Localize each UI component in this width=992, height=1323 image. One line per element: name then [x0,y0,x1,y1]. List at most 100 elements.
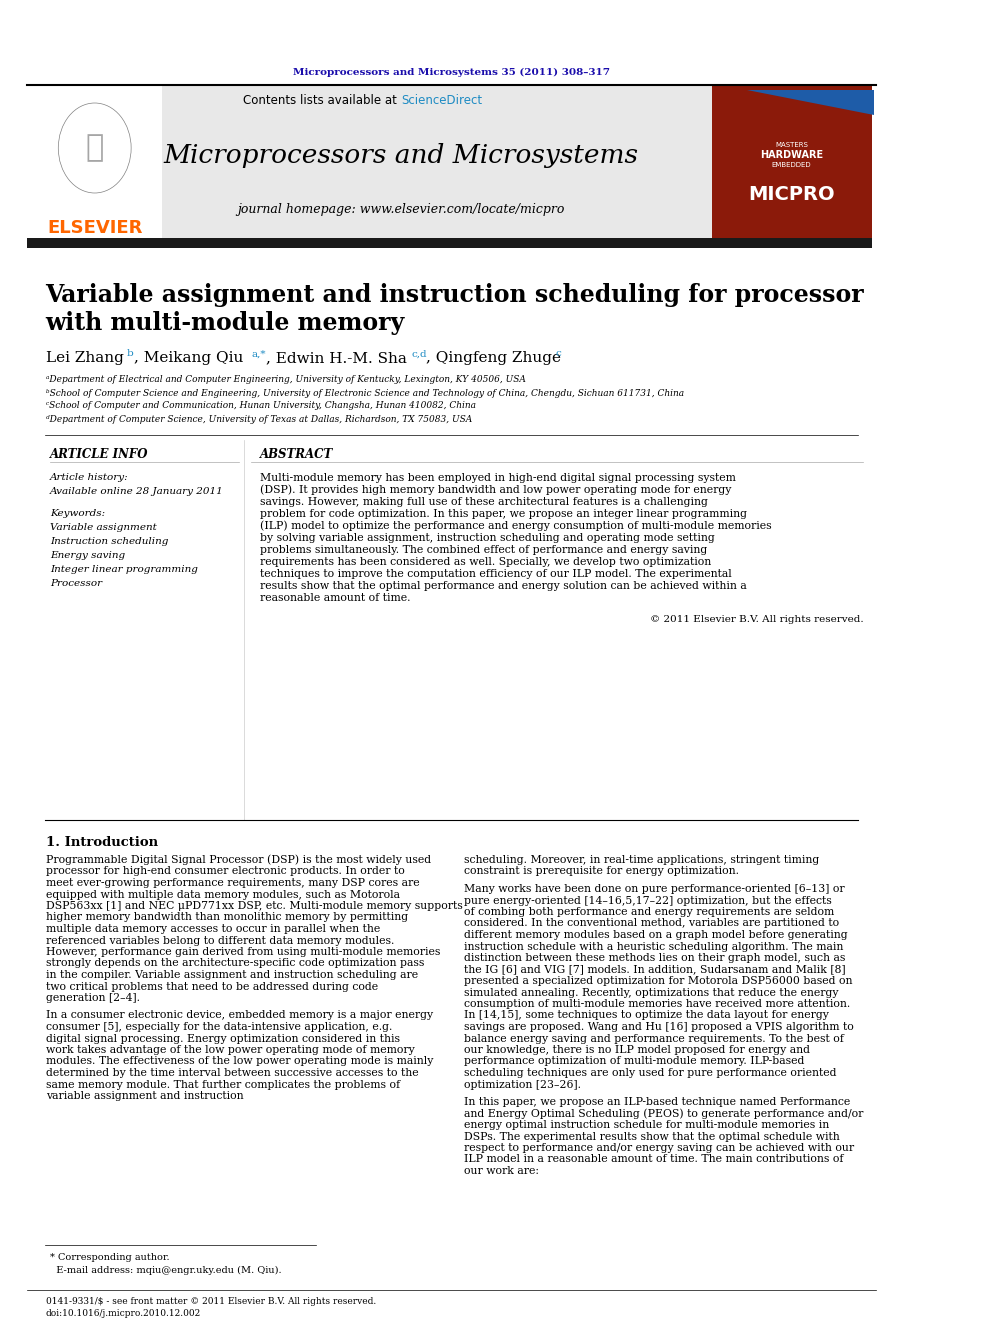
Text: problems simultaneously. The combined effect of performance and energy saving: problems simultaneously. The combined ef… [260,545,707,556]
Text: Contents lists available at: Contents lists available at [243,94,401,106]
Text: digital signal processing. Energy optimization considered in this: digital signal processing. Energy optimi… [46,1033,400,1044]
Text: by solving variable assignment, instruction scheduling and operating mode settin: by solving variable assignment, instruct… [260,533,714,542]
Text: , Qingfeng Zhuge: , Qingfeng Zhuge [427,351,561,365]
Text: Available online 28 January 2011: Available online 28 January 2011 [50,487,224,496]
Text: savings are proposed. Wang and Hu [16] proposed a VPIS algorithm to: savings are proposed. Wang and Hu [16] p… [464,1021,854,1032]
Text: results show that the optimal performance and energy solution can be achieved wi: results show that the optimal performanc… [260,581,746,591]
Text: considered. In the conventional method, variables are partitioned to: considered. In the conventional method, … [464,918,839,929]
Text: balance energy saving and performance requirements. To the best of: balance energy saving and performance re… [464,1033,844,1044]
Text: with multi-module memory: with multi-module memory [46,311,405,335]
Text: multiple data memory accesses to occur in parallel when the: multiple data memory accesses to occur i… [46,923,380,934]
Text: ScienceDirect: ScienceDirect [402,94,483,106]
Text: However, performance gain derived from using multi-module memories: However, performance gain derived from u… [46,947,439,957]
Text: ᶜSchool of Computer and Communication, Hunan University, Changsha, Hunan 410082,: ᶜSchool of Computer and Communication, H… [46,401,475,410]
Text: In a consumer electronic device, embedded memory is a major energy: In a consumer electronic device, embedde… [46,1011,433,1020]
Text: consumer [5], especially for the data-intensive application, e.g.: consumer [5], especially for the data-in… [46,1021,392,1032]
Text: referenced variables belong to different data memory modules.: referenced variables belong to different… [46,935,394,946]
Text: our knowledge, there is no ILP model proposed for energy and: our knowledge, there is no ILP model pro… [464,1045,810,1054]
Text: reasonable amount of time.: reasonable amount of time. [260,593,410,603]
Text: optimization [23–26].: optimization [23–26]. [464,1080,581,1090]
Text: b: b [127,349,133,359]
Text: the IG [6] and VIG [7] models. In addition, Sudarsanam and Malik [8]: the IG [6] and VIG [7] models. In additi… [464,964,846,975]
Text: DSPs. The experimental results show that the optimal schedule with: DSPs. The experimental results show that… [464,1131,840,1142]
Text: HARDWARE: HARDWARE [760,149,823,160]
Text: variable assignment and instruction: variable assignment and instruction [46,1091,243,1101]
Text: Energy saving: Energy saving [50,552,125,561]
Text: Variable assignment and instruction scheduling for processor: Variable assignment and instruction sche… [46,283,864,307]
Text: In this paper, we propose an ILP-based technique named Performance: In this paper, we propose an ILP-based t… [464,1097,851,1107]
Text: constraint is prerequisite for energy optimization.: constraint is prerequisite for energy op… [464,867,739,877]
Text: * Corresponding author.: * Corresponding author. [50,1253,170,1262]
Text: processor for high-end consumer electronic products. In order to: processor for high-end consumer electron… [46,867,405,877]
Text: (DSP). It provides high memory bandwidth and low power operating mode for energy: (DSP). It provides high memory bandwidth… [260,484,731,495]
Text: EMBEDDED: EMBEDDED [772,161,811,168]
Text: ABSTRACT: ABSTRACT [260,447,332,460]
Text: savings. However, making full use of these architectural features is a challengi: savings. However, making full use of the… [260,497,707,507]
Text: (ILP) model to optimize the performance and energy consumption of multi-module m: (ILP) model to optimize the performance … [260,521,771,532]
Text: Many works have been done on pure performance-oriented [6–13] or: Many works have been done on pure perfor… [464,884,845,894]
Text: doi:10.1016/j.micpro.2010.12.002: doi:10.1016/j.micpro.2010.12.002 [46,1310,200,1319]
Text: ᵈDepartment of Computer Science, University of Texas at Dallas, Richardson, TX 7: ᵈDepartment of Computer Science, Univers… [46,414,472,423]
Text: generation [2–4].: generation [2–4]. [46,994,140,1003]
Text: determined by the time interval between successive accesses to the: determined by the time interval between … [46,1068,419,1078]
Text: © 2011 Elsevier B.V. All rights reserved.: © 2011 Elsevier B.V. All rights reserved… [650,615,863,624]
Text: different memory modules based on a graph model before generating: different memory modules based on a grap… [464,930,848,941]
Text: ELSEVIER: ELSEVIER [47,220,143,237]
Text: strongly depends on the architecture-specific code optimization pass: strongly depends on the architecture-spe… [46,958,424,968]
Text: 🌳: 🌳 [85,134,104,163]
Text: scheduling techniques are only used for pure performance oriented: scheduling techniques are only used for … [464,1068,837,1078]
Text: Keywords:: Keywords: [50,509,105,519]
Text: pure energy-oriented [14–16,5,17–22] optimization, but the effects: pure energy-oriented [14–16,5,17–22] opt… [464,896,832,905]
Text: c,d: c,d [412,349,428,359]
Text: techniques to improve the computation efficiency of our ILP model. The experimen: techniques to improve the computation ef… [260,569,731,579]
Text: Integer linear programming: Integer linear programming [50,565,198,574]
Text: simulated annealing. Recently, optimizations that reduce the energy: simulated annealing. Recently, optimizat… [464,987,839,998]
FancyBboxPatch shape [28,238,872,247]
FancyBboxPatch shape [28,85,712,239]
Text: two critical problems that need to be addressed during code: two critical problems that need to be ad… [46,982,378,991]
Text: ᵃDepartment of Electrical and Computer Engineering, University of Kentucky, Lexi: ᵃDepartment of Electrical and Computer E… [46,376,526,385]
Text: Processor: Processor [50,579,102,589]
Text: Multi-module memory has been employed in high-end digital signal processing syst: Multi-module memory has been employed in… [260,474,735,483]
Text: , Meikang Qiu: , Meikang Qiu [134,351,243,365]
Text: 0141-9331/$ - see front matter © 2011 Elsevier B.V. All rights reserved.: 0141-9331/$ - see front matter © 2011 El… [46,1298,376,1307]
Text: Lei Zhang: Lei Zhang [46,351,123,365]
Text: of combing both performance and energy requirements are seldom: of combing both performance and energy r… [464,908,834,917]
Text: E-mail address: mqiu@engr.uky.edu (M. Qiu).: E-mail address: mqiu@engr.uky.edu (M. Qi… [50,1265,282,1274]
Text: Variable assignment: Variable assignment [50,524,157,532]
Text: problem for code optimization. In this paper, we propose an integer linear progr: problem for code optimization. In this p… [260,509,747,519]
Text: scheduling. Moreover, in real-time applications, stringent timing: scheduling. Moreover, in real-time appli… [464,855,819,865]
Text: energy optimal instruction schedule for multi-module memories in: energy optimal instruction schedule for … [464,1121,829,1130]
Text: MICPRO: MICPRO [748,185,834,205]
Text: ARTICLE INFO: ARTICLE INFO [50,447,149,460]
Text: our work are:: our work are: [464,1166,540,1176]
Text: distinction between these methods lies on their graph model, such as: distinction between these methods lies o… [464,953,846,963]
Text: 1. Introduction: 1. Introduction [46,836,158,849]
Text: Microprocessors and Microsystems: Microprocessors and Microsystems [164,143,638,168]
Text: performance optimization of multi-module memory. ILP-based: performance optimization of multi-module… [464,1057,805,1066]
Text: In [14,15], some techniques to optimize the data layout for energy: In [14,15], some techniques to optimize … [464,1011,829,1020]
Text: DSP563xx [1] and NEC μPD771xx DSP, etc. Multi-module memory supports: DSP563xx [1] and NEC μPD771xx DSP, etc. … [46,901,462,912]
FancyBboxPatch shape [28,85,162,239]
Text: Microprocessors and Microsystems 35 (2011) 308–317: Microprocessors and Microsystems 35 (201… [294,67,610,77]
Polygon shape [747,90,874,115]
Text: c: c [556,349,561,359]
Text: and Energy Optimal Scheduling (PEOS) to generate performance and/or: and Energy Optimal Scheduling (PEOS) to … [464,1109,864,1119]
Text: ILP model in a reasonable amount of time. The main contributions of: ILP model in a reasonable amount of time… [464,1155,844,1164]
Text: Instruction scheduling: Instruction scheduling [50,537,169,546]
Text: consumption of multi-module memories have received more attention.: consumption of multi-module memories hav… [464,999,851,1009]
Text: a,*: a,* [251,349,266,359]
Text: journal homepage: www.elsevier.com/locate/micpro: journal homepage: www.elsevier.com/locat… [237,204,564,217]
Text: , Edwin H.-M. Sha: , Edwin H.-M. Sha [266,351,407,365]
Text: higher memory bandwidth than monolithic memory by permitting: higher memory bandwidth than monolithic … [46,913,408,922]
Text: Article history:: Article history: [50,474,129,483]
Text: in the compiler. Variable assignment and instruction scheduling are: in the compiler. Variable assignment and… [46,970,418,980]
Text: MASTERS: MASTERS [775,142,807,148]
Text: same memory module. That further complicates the problems of: same memory module. That further complic… [46,1080,400,1090]
Text: ᵇSchool of Computer Science and Engineering, University of Electronic Science an: ᵇSchool of Computer Science and Engineer… [46,389,683,397]
Text: meet ever-growing performance requirements, many DSP cores are: meet ever-growing performance requiremen… [46,878,420,888]
Text: modules. The effectiveness of the low power operating mode is mainly: modules. The effectiveness of the low po… [46,1057,433,1066]
Text: Programmable Digital Signal Processor (DSP) is the most widely used: Programmable Digital Signal Processor (D… [46,855,431,865]
Text: equipped with multiple data memory modules, such as Motorola: equipped with multiple data memory modul… [46,889,400,900]
FancyBboxPatch shape [712,85,872,239]
